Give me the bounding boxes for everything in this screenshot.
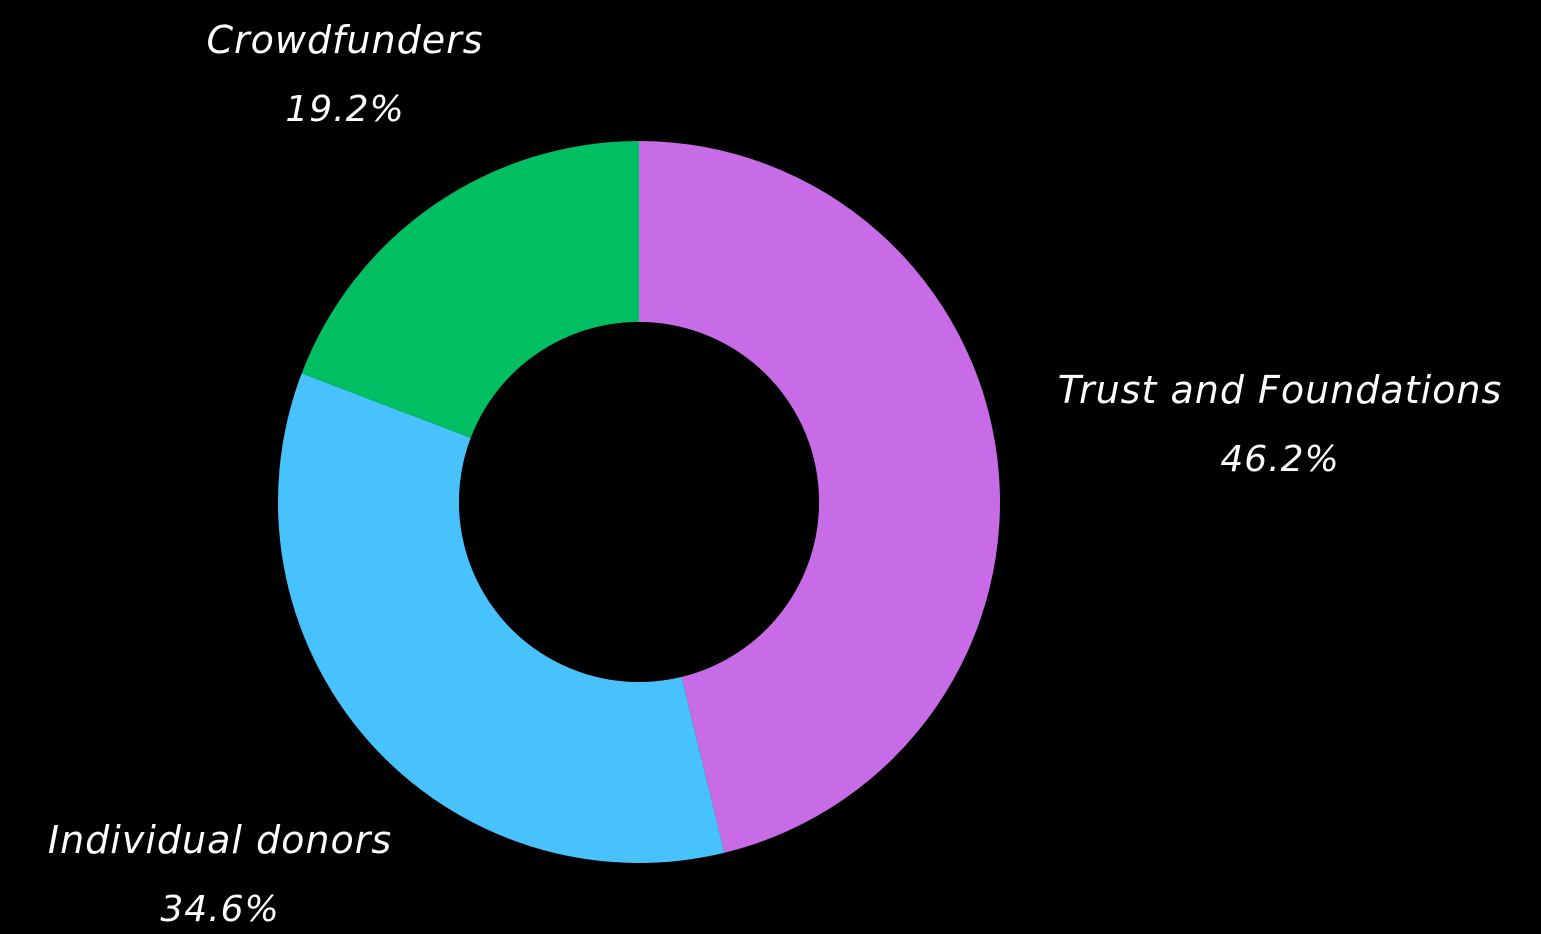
slice-label-name: Trust and Foundations bbox=[1057, 368, 1503, 412]
donut-slices bbox=[278, 141, 1000, 863]
slice-label-percent: 46.2% bbox=[1220, 439, 1340, 480]
donut-hole bbox=[459, 322, 819, 682]
slice-label-percent: 34.6% bbox=[160, 889, 280, 930]
slice-crowdfunders bbox=[301, 141, 639, 438]
slice-label-percent: 19.2% bbox=[285, 89, 405, 130]
slice-label-individual-donors: Individual donors 34.6% bbox=[10, 805, 430, 934]
slice-label-crowdfunders: Crowdfunders 19.2% bbox=[145, 5, 545, 145]
slice-label-name: Individual donors bbox=[47, 818, 393, 862]
slice-label-name: Crowdfunders bbox=[206, 18, 484, 62]
slice-label-trust-and-foundations: Trust and Foundations 46.2% bbox=[1020, 355, 1540, 495]
slice-trust-and-foundations bbox=[639, 141, 1000, 853]
slice-individual-donors bbox=[278, 373, 725, 863]
